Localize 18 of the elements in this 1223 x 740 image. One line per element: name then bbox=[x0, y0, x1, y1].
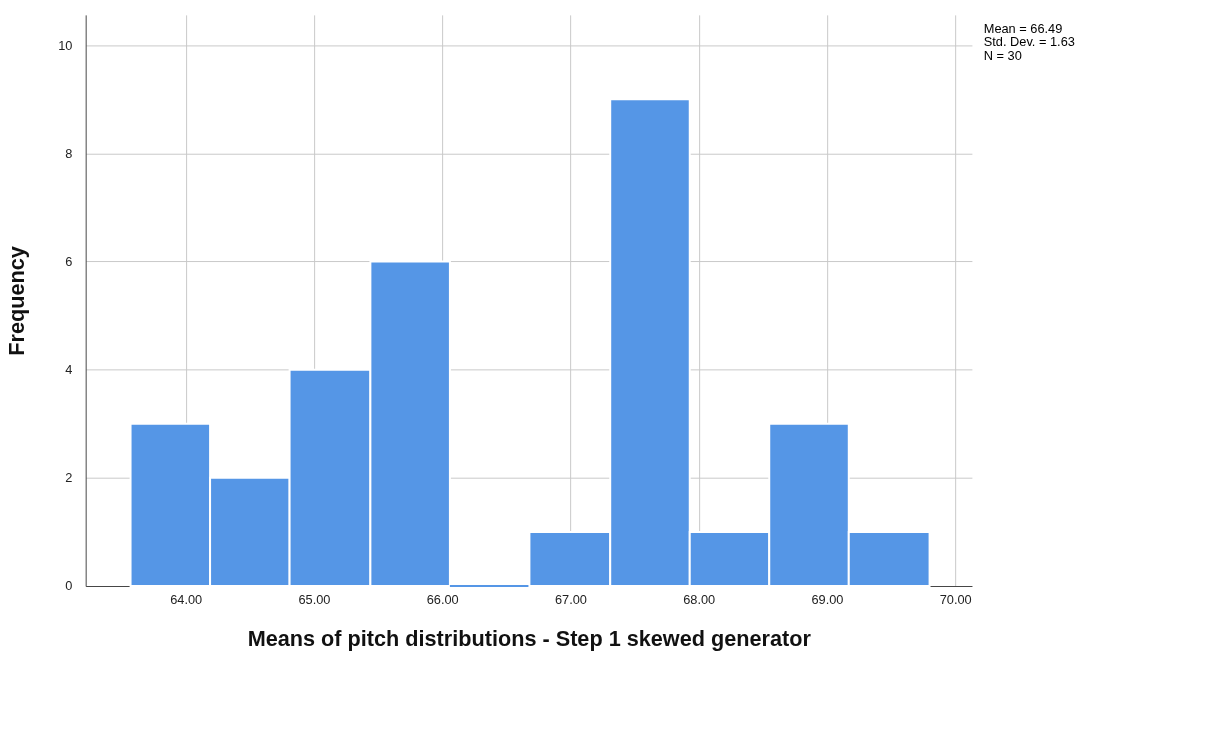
y-tick-label: 6 bbox=[65, 253, 73, 269]
x-tick-label: 67.00 bbox=[554, 592, 587, 608]
x-tick-label: 65.00 bbox=[298, 592, 331, 608]
x-tick-label: 70.00 bbox=[939, 592, 972, 608]
y-tick-label: 8 bbox=[65, 145, 73, 161]
y-axis-title: Frequency bbox=[3, 246, 29, 356]
x-tick-label: 69.00 bbox=[811, 592, 844, 608]
y-tick-label: 4 bbox=[65, 362, 73, 378]
text: Mean = 66.49 bbox=[983, 20, 1063, 36]
x-tick-label: 68.00 bbox=[683, 592, 716, 608]
text: Std. Dev. = 1.63 bbox=[983, 34, 1075, 50]
y-tick-label: 0 bbox=[65, 578, 73, 594]
x-axis-title: Means of pitch distributions - Step 1 skewed generator bbox=[247, 625, 812, 651]
y-tick-label: 10 bbox=[58, 37, 73, 53]
x-tick-label: 64.00 bbox=[170, 592, 203, 608]
y-tick-label: 2 bbox=[65, 470, 73, 486]
x-tick-label: 66.00 bbox=[426, 592, 459, 608]
text: N = 30 bbox=[983, 48, 1022, 64]
